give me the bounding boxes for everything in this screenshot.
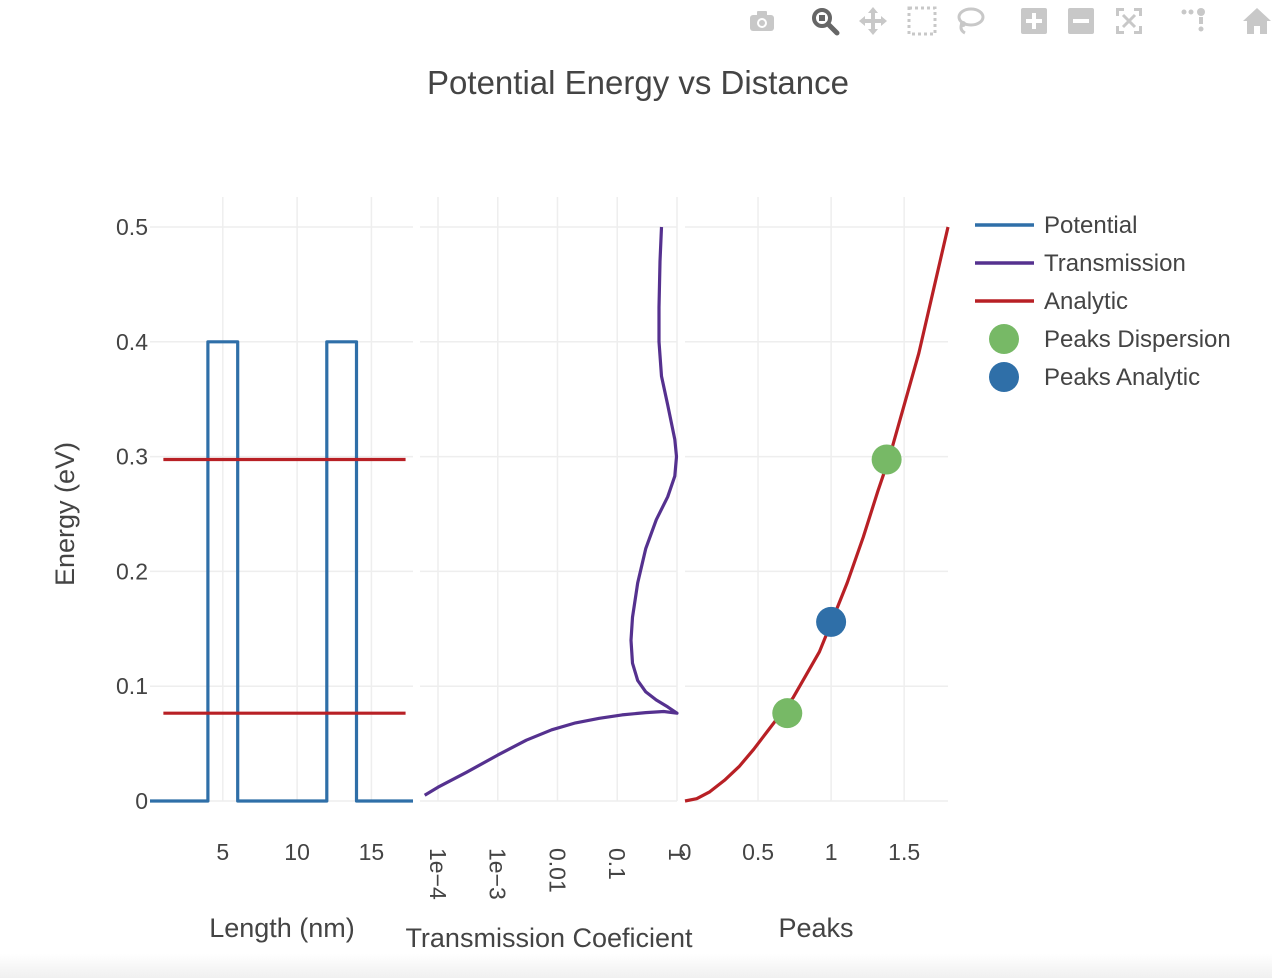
y-tick-label: 0.5	[116, 214, 148, 240]
magnifier-icon	[812, 8, 840, 36]
x-tick-label: 5	[216, 839, 229, 865]
dashed-box-icon	[907, 6, 937, 36]
peaks-dispersion-marker[interactable]	[772, 698, 803, 729]
x-axis-title-transmission: Transmission Coeficient	[405, 923, 693, 953]
peaks-analytic-marker[interactable]	[816, 606, 847, 637]
camera-icon	[750, 11, 774, 31]
x-tick-label: 1	[825, 839, 838, 865]
reset-axes-button[interactable]	[1176, 4, 1210, 38]
autoscale-icon	[1116, 8, 1142, 34]
lasso-icon	[957, 7, 985, 35]
x-tick-label: 15	[359, 839, 385, 865]
legend-label: Peaks Dispersion	[1044, 326, 1231, 353]
download-plot-button[interactable]	[745, 4, 779, 38]
x-tick-label: 0.01	[544, 848, 570, 893]
x-tick-label: 1e−4	[425, 848, 451, 900]
x-tick-label: 0	[679, 839, 692, 865]
y-tick-label: 0.3	[116, 444, 148, 470]
plot-title: Potential Energy vs Distance	[427, 64, 849, 101]
x-tick-label: 1.5	[888, 839, 920, 865]
analytic-line	[684, 226, 950, 803]
x-tick-label: 10	[284, 839, 310, 865]
zoom-button[interactable]	[808, 4, 842, 38]
potential-line	[150, 340, 413, 803]
legend-item[interactable]: Potential	[975, 212, 1137, 239]
legend-item[interactable]: Analytic	[975, 288, 1128, 315]
tick-layer: 00.10.20.30.40.55 10 15 1e−4 1e−3 0.01 0.1 10 0.…	[116, 214, 920, 900]
legend-label: Transmission	[1044, 250, 1186, 277]
legend-item[interactable]: Transmission	[975, 250, 1186, 277]
plus-square-icon	[1021, 8, 1047, 34]
autoscale-button[interactable]	[1112, 4, 1146, 38]
y-axis-title: Energy (eV)	[50, 442, 80, 586]
legend-marker-swatch	[989, 362, 1019, 392]
legend-item[interactable]: Peaks Dispersion	[989, 324, 1231, 354]
y-tick-label: 0.4	[116, 329, 148, 355]
zoom-in-button[interactable]	[1017, 4, 1051, 38]
zoom-out-button[interactable]	[1064, 4, 1098, 38]
legend-label: Potential	[1044, 212, 1137, 239]
x-tick-label: 1e−3	[485, 848, 511, 900]
plot-modebar	[0, 0, 1272, 44]
legend-label: Analytic	[1044, 288, 1128, 315]
box-select-button[interactable]	[905, 4, 939, 38]
home-icon	[1243, 8, 1271, 34]
minus-square-icon	[1068, 8, 1094, 34]
grid-layer	[150, 197, 948, 802]
x-tick-label: 1	[664, 848, 690, 861]
y-tick-label: 0	[135, 788, 148, 814]
x-tick-label: 0.5	[742, 839, 774, 865]
home-button[interactable]	[1240, 4, 1272, 38]
series-layer	[150, 226, 950, 803]
x-axis-title-length: Length (nm)	[209, 913, 355, 943]
transmission-line	[423, 226, 679, 797]
legend-item[interactable]: Peaks Analytic	[989, 362, 1200, 392]
page-bottom-edge	[0, 954, 1272, 978]
y-tick-label: 0.1	[116, 673, 148, 699]
x-tick-label: 0.1	[604, 848, 630, 880]
pan-button[interactable]	[856, 4, 890, 38]
legend-marker-swatch	[989, 324, 1019, 354]
move-arrows-icon	[859, 7, 887, 35]
x-axis-title-peaks: Peaks	[778, 913, 853, 943]
peaks-dispersion-marker[interactable]	[871, 444, 902, 475]
y-tick-label: 0.2	[116, 558, 148, 584]
dots-icon	[1181, 8, 1205, 32]
legend-label: Peaks Analytic	[1044, 364, 1200, 391]
lasso-select-button[interactable]	[953, 4, 987, 38]
legend[interactable]: Potential Transmission Analytic Peaks Dispe…	[975, 212, 1231, 392]
